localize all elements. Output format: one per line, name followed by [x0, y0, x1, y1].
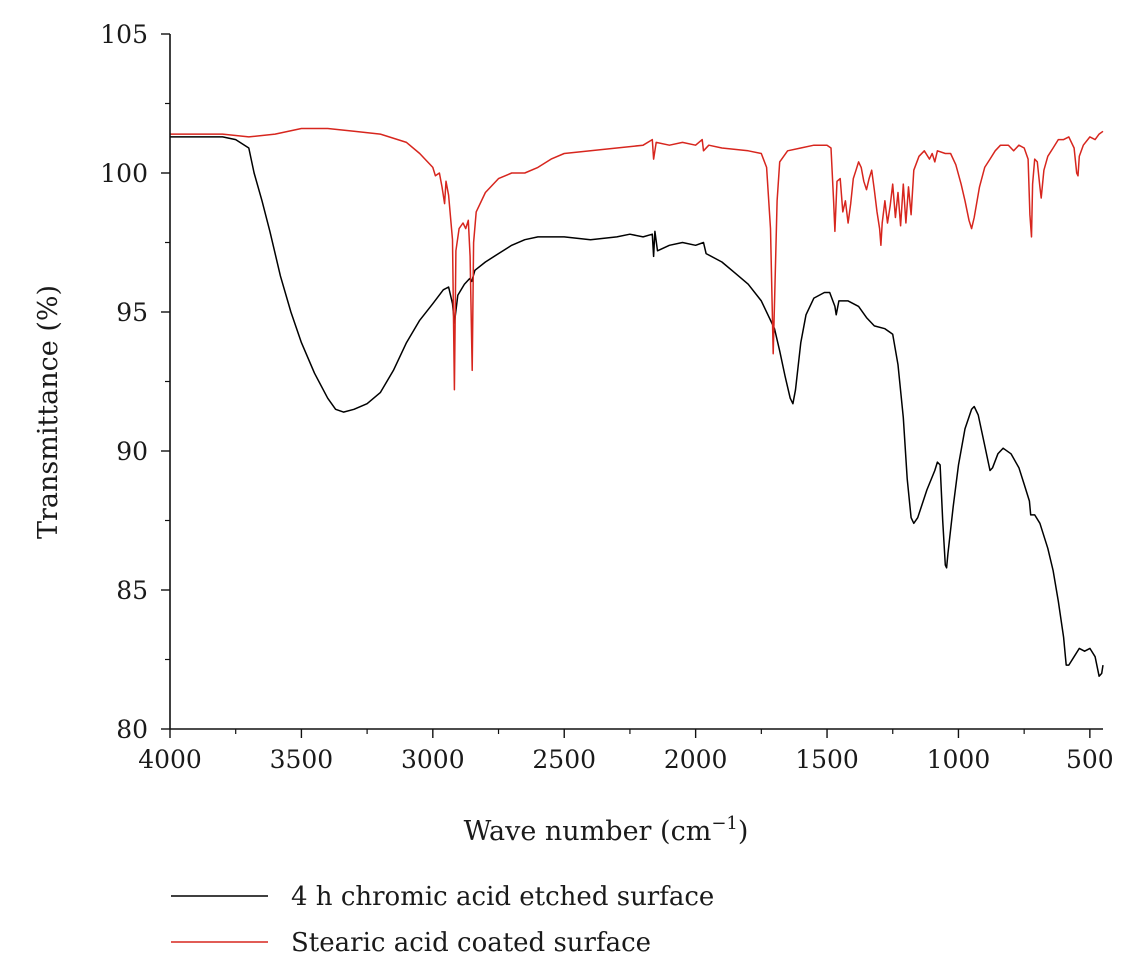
x-tick-label: 2500	[532, 745, 596, 774]
legend: 4 h chromic acid etched surface Stearic …	[171, 882, 714, 958]
x-tick-label: 2000	[664, 745, 728, 774]
y-tick-label: 85	[116, 576, 148, 605]
x-axis-title-close: )	[738, 816, 749, 847]
x-tick-label: 3000	[401, 745, 465, 774]
x-axis-title-main: Wave number (cm	[464, 816, 712, 847]
x-tick-label: 1000	[927, 745, 991, 774]
y-axis-title: Transmittance (%)	[33, 285, 64, 539]
y-tick-label: 95	[116, 298, 148, 327]
x-tick-label: 4000	[138, 745, 202, 774]
legend-label-etched: 4 h chromic acid etched surface	[291, 882, 714, 912]
ticks: 80 85 90 95 100 105 4000 3500 3000 2500 2000 1500 10…	[100, 20, 1113, 774]
x-axis-title: Wave number (cm−1)	[464, 813, 749, 847]
x-axis-title-exponent: −1	[711, 813, 738, 834]
series-line-stearic	[170, 127, 1104, 391]
x-tick-label: 500	[1066, 745, 1114, 774]
series-line-etched	[170, 136, 1104, 677]
y-tick-label: 80	[116, 715, 148, 744]
y-tick-label: 90	[116, 437, 148, 466]
axes	[169, 34, 1103, 730]
series-layer	[170, 127, 1104, 677]
legend-label-stearic: Stearic acid coated surface	[291, 928, 651, 958]
x-tick-label: 1500	[795, 745, 859, 774]
y-tick-label: 100	[100, 159, 148, 188]
y-tick-label: 105	[100, 20, 148, 49]
x-tick-label: 3500	[270, 745, 334, 774]
